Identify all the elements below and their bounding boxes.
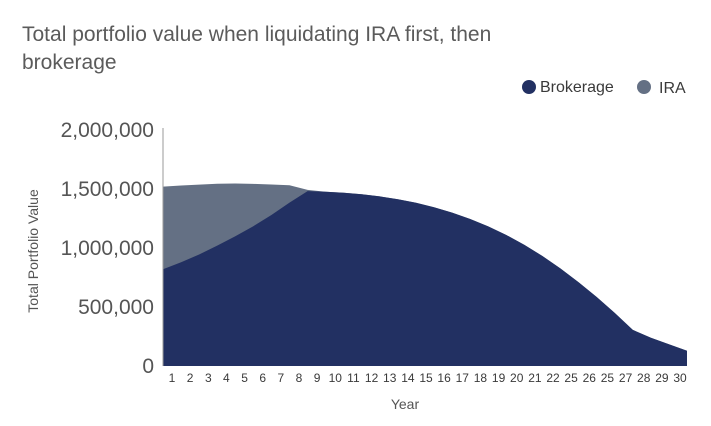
x-tick-label: 5 <box>241 371 248 385</box>
x-tick-label: 3 <box>205 371 212 385</box>
y-tick-label: 1,500,000 <box>61 178 154 201</box>
chart-title-line-1: Total portfolio value when liquidating I… <box>22 23 491 46</box>
x-tick-label: 7 <box>278 371 285 385</box>
x-tick-label: 2 <box>187 371 194 385</box>
plot-area <box>163 183 687 366</box>
x-tick-label: 17 <box>456 371 470 385</box>
legend-label-ira: IRA <box>659 80 686 97</box>
x-tick-label: 1 <box>169 371 176 385</box>
x-tick-label: 6 <box>259 371 266 385</box>
legend: Brokerage IRA <box>522 79 686 97</box>
x-tick-label: 13 <box>383 371 397 385</box>
x-tick-label: 8 <box>296 371 303 385</box>
x-tick-label: 25 <box>564 371 578 385</box>
x-axis-label: Year <box>391 396 420 412</box>
x-axis-ticks: 1 2 3 4 5 6 7 8 9 10 11 12 13 14 15 16 17 18 19 20 21 22 25 26 2… <box>169 371 687 385</box>
x-tick-label: 16 <box>437 371 451 385</box>
x-tick-label: 11 <box>347 371 360 385</box>
x-tick-label: 29 <box>655 371 669 385</box>
x-tick-label: 9 <box>314 371 321 385</box>
legend-label-brokerage: Brokerage <box>540 79 614 96</box>
x-tick-label: 10 <box>329 371 343 385</box>
y-tick-label: 2,000,000 <box>61 119 154 142</box>
x-tick-label: 12 <box>365 371 379 385</box>
x-tick-label: 22 <box>546 371 560 385</box>
y-axis-label: Total Portfolio Value <box>25 189 41 313</box>
x-tick-label: 25 <box>601 371 615 385</box>
x-tick-label: 30 <box>673 371 687 385</box>
x-tick-label: 26 <box>583 371 597 385</box>
legend-marker-ira <box>637 80 651 94</box>
legend-marker-brokerage <box>522 80 536 94</box>
x-tick-label: 4 <box>223 371 230 385</box>
x-tick-label: 19 <box>492 371 506 385</box>
x-tick-label: 15 <box>419 371 433 385</box>
y-tick-label: 1,000,000 <box>61 237 154 260</box>
x-tick-label: 20 <box>510 371 524 385</box>
x-tick-label: 18 <box>474 371 488 385</box>
y-tick-label: 500,000 <box>78 296 154 319</box>
x-tick-label: 14 <box>401 371 415 385</box>
y-axis-ticks: 0 500,000 1,000,000 1,500,000 2,000,000 <box>61 119 154 378</box>
x-tick-label: 28 <box>637 371 651 385</box>
x-tick-label: 21 <box>528 371 542 385</box>
chart-title-line-2: brokerage <box>22 51 117 74</box>
x-tick-label: 27 <box>619 371 633 385</box>
brokerage-area <box>163 191 687 366</box>
y-tick-label: 0 <box>142 355 154 378</box>
